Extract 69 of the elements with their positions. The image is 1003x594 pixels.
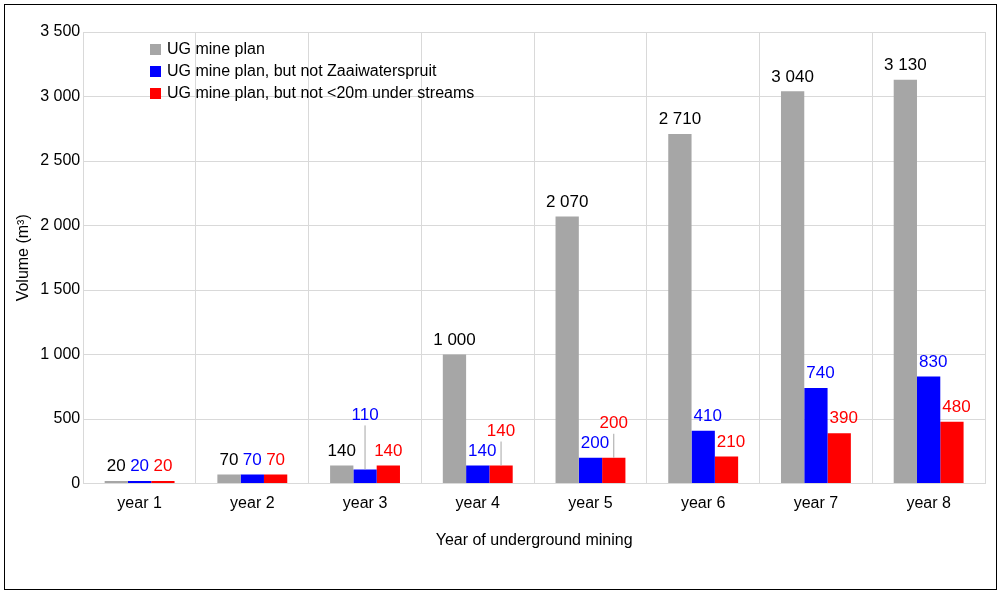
x-tick-label: year 7 — [793, 493, 839, 511]
x-tick-label: year 3 — [342, 493, 388, 511]
bar — [804, 388, 828, 484]
data-label: 390 — [829, 408, 858, 428]
x-axis-title: Year of underground mining — [435, 530, 633, 548]
bar — [780, 91, 805, 484]
bar — [916, 376, 941, 484]
data-label: 200 — [599, 412, 628, 432]
bar — [940, 421, 964, 484]
y-axis-title: Volume (m³) — [14, 214, 32, 302]
bar — [151, 481, 175, 484]
bar — [442, 354, 467, 484]
x-tick-label: year 4 — [455, 493, 501, 511]
y-tick-label: 3 000 — [40, 86, 81, 104]
data-label: 830 — [918, 351, 948, 371]
x-tick-label: year 1 — [117, 493, 162, 511]
bar — [714, 456, 739, 484]
x-tick-label: year 5 — [568, 493, 613, 511]
bar — [353, 469, 377, 484]
y-tick-label: 3 500 — [40, 22, 81, 40]
bar — [330, 465, 354, 484]
data-label: 20 — [153, 456, 173, 476]
legend-label: UG mine plan, but not Zaaiwaterspruit — [167, 61, 437, 81]
data-label: 110 — [351, 404, 379, 424]
data-label: 70 — [242, 449, 262, 469]
legend-label: UG mine plan, but not <20m under streams — [167, 83, 475, 103]
data-label: 140 — [374, 440, 403, 460]
data-label: 410 — [693, 405, 722, 425]
data-label: 200 — [580, 432, 610, 452]
bar — [691, 430, 715, 484]
data-label: 210 — [716, 431, 746, 451]
bar — [127, 481, 152, 484]
bar — [668, 133, 692, 484]
data-label: 70 — [266, 449, 286, 469]
data-label: 1 000 — [433, 329, 476, 349]
data-label: 3 130 — [884, 54, 927, 74]
x-tick-label: year 6 — [680, 493, 726, 511]
y-tick-label: 2 000 — [40, 215, 81, 233]
data-label: 20 — [130, 456, 150, 476]
bar — [263, 474, 288, 484]
data-label: 140 — [468, 440, 497, 460]
bar — [376, 465, 400, 484]
y-tick-label: 1 500 — [40, 280, 81, 298]
x-tick-label: year 2 — [230, 493, 275, 511]
legend-label: UG mine plan — [167, 39, 265, 59]
bar — [104, 481, 128, 484]
data-label: 3 040 — [771, 66, 814, 86]
bar — [489, 465, 513, 484]
bar — [827, 433, 851, 484]
data-label: 480 — [942, 396, 971, 416]
x-tick-label: year 8 — [906, 493, 951, 511]
data-label: 2 710 — [658, 109, 702, 129]
bar — [466, 465, 490, 484]
bar — [217, 474, 241, 484]
data-label: 20 — [106, 456, 126, 476]
bar — [893, 79, 917, 484]
y-tick-label: 1 000 — [40, 344, 81, 362]
data-label: 140 — [327, 440, 356, 460]
bar — [578, 457, 603, 484]
data-label: 70 — [219, 449, 239, 469]
y-tick-label: 2 500 — [40, 151, 81, 169]
data-label: 740 — [806, 363, 835, 383]
data-label: 140 — [486, 420, 516, 440]
bar — [602, 457, 626, 484]
y-tick-label: 500 — [53, 409, 81, 427]
data-label: 2 070 — [545, 191, 589, 211]
bar — [555, 216, 579, 484]
y-tick-label: 0 — [71, 474, 81, 492]
bar — [240, 474, 264, 484]
